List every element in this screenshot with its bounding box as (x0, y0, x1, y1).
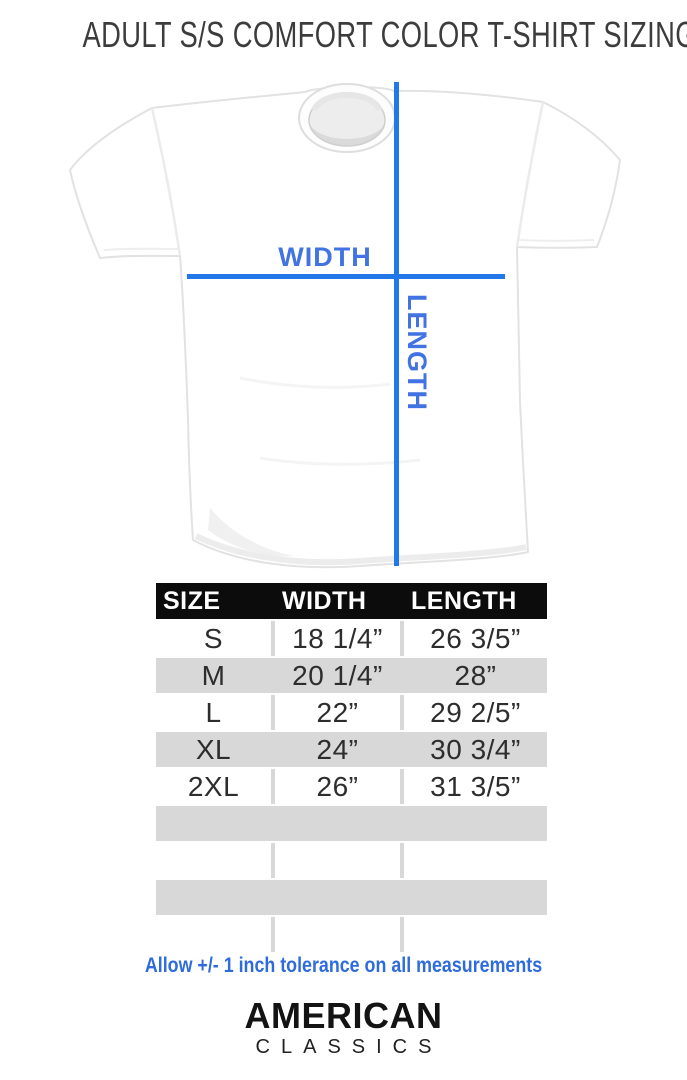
cell-s-size: S (156, 621, 271, 656)
cell-empty-length (404, 880, 547, 915)
tshirt-body (69, 86, 621, 569)
cell-l-length: 29 2/5” (404, 695, 547, 730)
cell-xl-width: 24” (316, 734, 359, 765)
tshirt-image (69, 83, 621, 569)
cell-m-width: 20 1/4” (292, 660, 383, 691)
cell-empty-width (275, 843, 400, 878)
cell-empty-width (275, 880, 400, 915)
tshirt-figure (60, 78, 630, 575)
cell-m-size: M (201, 660, 226, 691)
size-row-l: L 22” 29 2/5” (156, 695, 547, 730)
cell-empty-length (404, 806, 547, 841)
size-row-xl: XL 24” 30 3/4” (156, 732, 547, 767)
brand-name-top: AMERICAN (244, 995, 443, 1036)
cell-2xl-length: 31 3/5” (404, 769, 547, 804)
header-cell-length: LENGTH (411, 587, 517, 615)
cell-l-size: L (156, 695, 271, 730)
cell-2xl-width: 26” (275, 769, 400, 804)
cell-s-length: 26 3/5” (404, 621, 547, 656)
tolerance-note: Allow +/- 1 inch tolerance on all measur… (144, 954, 543, 977)
cell-empty-length (404, 917, 547, 952)
cell-empty-width (275, 806, 400, 841)
brand-name-bottom: CLASSICS (255, 1036, 443, 1058)
cell-empty-size (156, 917, 271, 952)
cell-empty-size (156, 880, 271, 915)
width-measure-line (187, 274, 505, 279)
size-row-m: M 20 1/4” 28” (156, 658, 547, 693)
empty-row (156, 880, 547, 915)
table-header-row: SIZE WIDTH LENGTH (156, 583, 547, 619)
cell-empty-length (404, 843, 547, 878)
cell-m-length: 28” (454, 660, 497, 691)
size-row-s: S 18 1/4” 26 3/5” (156, 621, 547, 656)
american-classics-wordmark: AMERICAN CLASSICS (0, 995, 687, 1059)
cell-s-width: 18 1/4” (275, 621, 400, 656)
header-cell-size: SIZE (163, 587, 221, 615)
cell-empty-size (156, 843, 271, 878)
width-label: WIDTH (278, 242, 372, 272)
size-table: SIZE WIDTH LENGTH S 18 1/4” 26 3/5” M 20 1/4” 28… (156, 583, 547, 954)
header-cell-width: WIDTH (282, 587, 367, 615)
empty-row (156, 917, 547, 952)
size-row-2xl: 2XL 26” 31 3/5” (156, 769, 547, 804)
cell-empty-size (156, 806, 271, 841)
cell-xl-size: XL (195, 734, 232, 765)
page-title: ADULT S/S COMFORT COLOR T-SHIRT SIZING (82, 14, 687, 55)
empty-row (156, 843, 547, 878)
length-label: LENGTH (402, 294, 432, 411)
length-measure-line (394, 82, 399, 566)
cell-2xl-size: 2XL (156, 769, 271, 804)
tshirt-collar (298, 83, 396, 153)
cell-l-width: 22” (275, 695, 400, 730)
cell-empty-width (275, 917, 400, 952)
empty-row (156, 806, 547, 841)
cell-xl-length: 30 3/4” (430, 734, 521, 765)
